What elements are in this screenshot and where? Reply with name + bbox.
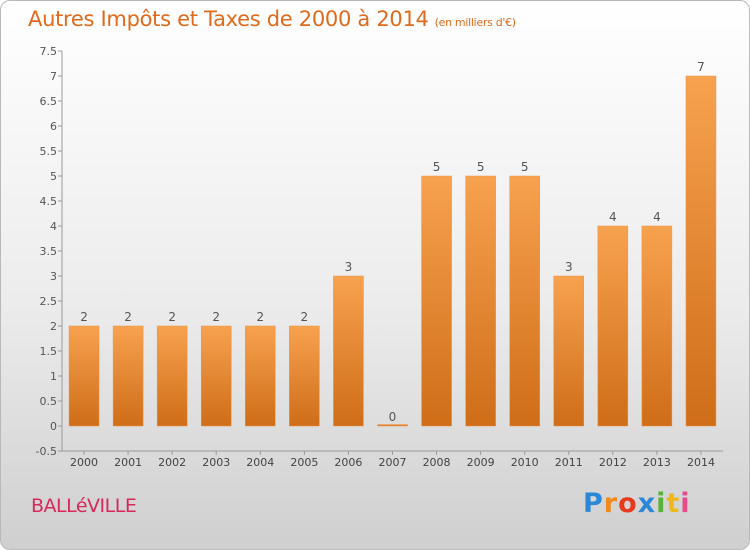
y-tick-label: -0.5: [36, 445, 57, 458]
x-tick-label: 2012: [599, 456, 627, 469]
x-tick-label: 2005: [290, 456, 318, 469]
y-tick-label: 7: [50, 70, 57, 83]
logo-letter: o: [618, 488, 638, 519]
bar: [68, 325, 100, 427]
bar: [553, 275, 585, 427]
bar: [289, 325, 320, 427]
chart-axes: -0.5 0 0.5 1 1.5 2 2.5 3 3.5 4 4.5 5 5.5 6 6.5 7 7.5 2000…: [36, 45, 723, 469]
logo-letter: P: [583, 488, 604, 519]
bar: [421, 175, 452, 427]
x-tick-label: 2002: [158, 456, 186, 469]
logo-letter: x: [637, 488, 657, 519]
logo-letter: r: [603, 488, 619, 519]
bar-value-label: 2: [256, 310, 264, 324]
y-tick-label: 0.5: [40, 395, 58, 408]
x-tick-label: 2009: [467, 456, 495, 469]
bar-value-label: 2: [80, 310, 88, 324]
bar-value-label: 2: [124, 310, 132, 324]
bar: [685, 75, 717, 427]
proxiti-logo: Proxiti: [583, 488, 691, 519]
logo-letter: i: [680, 488, 691, 519]
x-tick-label: 2003: [202, 456, 230, 469]
chart-title: Autres Impôts et Taxes de 2000 à 2014 (en…: [28, 7, 516, 31]
bar: [641, 225, 673, 427]
y-tick-label: 2.5: [40, 295, 58, 308]
bar: [245, 325, 276, 427]
bar: [509, 175, 540, 427]
bar-value-label: 7: [697, 60, 705, 74]
bar-value-label: 3: [345, 260, 353, 274]
bar: [112, 325, 144, 427]
x-tick-label: 2014: [687, 456, 715, 469]
y-tick-label: 2: [50, 320, 57, 333]
town-name: BALLéVILLE: [31, 495, 137, 517]
bar-value-label: 2: [168, 310, 176, 324]
bar-value-label: 2: [212, 310, 220, 324]
x-tick-label: 2011: [555, 456, 583, 469]
x-tick-label: 2000: [70, 456, 98, 469]
bar-value-label: 2: [301, 310, 309, 324]
bar: [333, 275, 364, 427]
x-tick-label: 2001: [114, 456, 142, 469]
bar-value-label: 5: [477, 160, 485, 174]
x-tick-label: 2013: [643, 456, 671, 469]
chart-data-labels: 2 2 2 2 2 2 3 0 5 5 5 3 4 4 7: [80, 60, 705, 424]
y-tick-label: 6.5: [40, 95, 58, 108]
y-tick-label: 5.5: [40, 145, 58, 158]
bar-value-label: 4: [653, 210, 661, 224]
y-tick-label: 6: [50, 120, 57, 133]
logo-letter: i: [656, 488, 667, 519]
bar-value-label: 0: [389, 410, 397, 424]
bar: [597, 225, 629, 427]
y-tick-label: 0: [50, 420, 57, 433]
y-tick-label: 1.5: [40, 345, 58, 358]
x-tick-label: 2004: [246, 456, 274, 469]
chart-unit: (en milliers d'€): [434, 16, 516, 29]
y-tick-label: 4.5: [40, 195, 58, 208]
y-tick-label: 4: [50, 220, 57, 233]
y-tick-label: 7.5: [40, 45, 58, 58]
bar: [200, 325, 232, 427]
bar: [156, 325, 188, 427]
bar: [377, 424, 408, 427]
x-tick-label: 2007: [379, 456, 407, 469]
x-tick-label: 2006: [334, 456, 362, 469]
x-tick-label: 2008: [423, 456, 451, 469]
y-tick-label: 3: [50, 270, 57, 283]
x-tick-label: 2010: [511, 456, 539, 469]
bar-value-label: 5: [433, 160, 441, 174]
bar-value-label: 4: [609, 210, 617, 224]
bar-value-label: 3: [565, 260, 573, 274]
y-tick-label: 5: [50, 170, 57, 183]
bar: [465, 175, 496, 427]
chart-title-text: Autres Impôts et Taxes de 2000 à 2014: [28, 7, 429, 31]
y-tick-label: 1: [50, 370, 57, 383]
bar-value-label: 5: [521, 160, 529, 174]
y-tick-label: 3.5: [40, 245, 58, 258]
logo-letter: t: [666, 488, 681, 519]
chart-bars: [68, 75, 717, 427]
